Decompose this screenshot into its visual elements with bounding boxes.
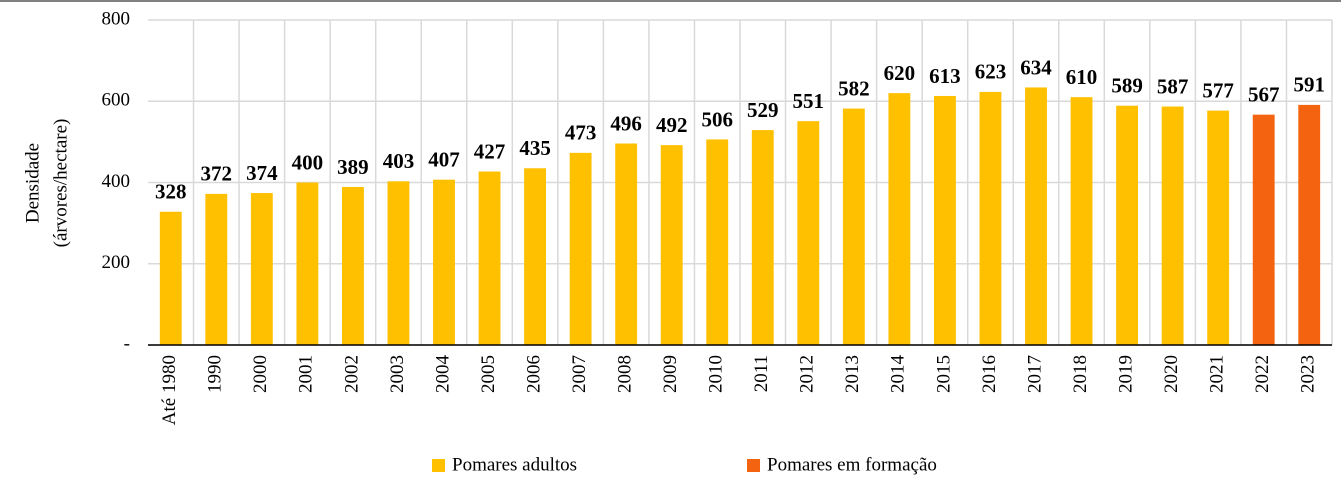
x-tick-label: 2008 <box>615 355 636 393</box>
x-tick-label: 2012 <box>797 355 818 393</box>
data-label: 435 <box>519 136 551 160</box>
data-label: 492 <box>656 113 688 137</box>
bar <box>1116 105 1139 345</box>
bar <box>979 91 1002 345</box>
x-tick-label: 2007 <box>569 355 590 393</box>
data-label: 613 <box>929 64 961 88</box>
data-label: 529 <box>747 98 779 122</box>
x-tick-label: 2011 <box>751 355 772 392</box>
bar <box>888 93 911 345</box>
bar <box>524 168 547 345</box>
bar <box>1070 97 1093 345</box>
bar <box>341 186 364 345</box>
x-tick-label: 2003 <box>387 355 408 393</box>
data-label: 427 <box>474 139 506 163</box>
y-tick-label: 200 <box>102 252 131 273</box>
data-label: 610 <box>1066 65 1098 89</box>
legend-label: Pomares adultos <box>452 454 577 475</box>
x-tick-label: 2014 <box>888 355 909 394</box>
x-tick-label: 2018 <box>1070 355 1091 393</box>
data-label: 587 <box>1157 74 1189 98</box>
x-tick-label: 2009 <box>660 355 681 393</box>
bar <box>615 143 638 345</box>
bar <box>751 130 774 345</box>
x-tick-label: 1990 <box>205 355 226 393</box>
bar <box>387 181 410 345</box>
y-tick-label: 400 <box>102 171 131 192</box>
data-label: 634 <box>1020 55 1052 79</box>
data-label: 374 <box>246 161 278 185</box>
y-axis-title-line: Densidade <box>22 143 43 223</box>
data-label: 551 <box>793 89 825 113</box>
x-tick-label: 2022 <box>1252 355 1273 393</box>
bar <box>1298 104 1321 345</box>
y-axis-title: Densidade (árvores/hectare) <box>22 119 71 248</box>
bar <box>842 108 865 345</box>
bar <box>1025 87 1047 345</box>
data-label: 400 <box>292 150 324 174</box>
data-label: 582 <box>838 76 870 100</box>
data-label: 506 <box>701 107 733 131</box>
bar <box>296 182 319 345</box>
y-axis-title-line: (árvores/hectare) <box>50 119 71 248</box>
bar <box>1161 106 1184 345</box>
x-tick-label: 2000 <box>250 355 271 393</box>
data-label: 567 <box>1248 82 1280 106</box>
data-label: 473 <box>565 121 597 145</box>
bar <box>159 211 182 345</box>
data-label: 496 <box>610 111 642 135</box>
data-label: 589 <box>1111 74 1143 98</box>
legend-swatch <box>432 459 445 472</box>
x-tick-label: 2013 <box>842 355 863 393</box>
data-label: 403 <box>383 149 415 173</box>
x-tick-label: 2023 <box>1298 355 1319 393</box>
bar <box>1252 114 1275 345</box>
data-label: 407 <box>428 147 460 171</box>
data-label: 620 <box>884 61 916 85</box>
bar <box>478 171 501 345</box>
x-tick-label: Até 1980 <box>159 355 180 425</box>
data-label: 623 <box>975 60 1007 84</box>
data-label: 328 <box>155 180 187 204</box>
bar <box>933 95 956 345</box>
x-tick-label: 2006 <box>523 355 544 393</box>
x-tick-label: 2017 <box>1024 355 1045 393</box>
y-tick-label: 600 <box>102 90 131 111</box>
bar <box>569 152 592 345</box>
bar <box>1207 110 1230 345</box>
x-tick-label: 2002 <box>341 355 362 393</box>
data-label: 591 <box>1293 73 1325 97</box>
bar <box>660 145 683 345</box>
x-tick-label: 2010 <box>706 355 727 393</box>
legend-label: Pomares em formação <box>767 454 937 475</box>
bar <box>250 193 273 345</box>
x-tick-label: 2004 <box>432 355 453 394</box>
x-tick-label: 2021 <box>1207 355 1228 393</box>
y-tick-label: 800 <box>102 8 131 29</box>
x-tick-label: 2019 <box>1115 355 1136 393</box>
x-tick-label: 2016 <box>979 355 1000 393</box>
bar <box>706 139 729 345</box>
bar <box>205 193 228 345</box>
x-tick-label: 2001 <box>296 355 317 393</box>
x-tick-label: 2020 <box>1161 355 1182 393</box>
data-label: 577 <box>1202 78 1234 102</box>
y-tick-label: - <box>124 333 130 354</box>
bar <box>797 121 820 345</box>
bar <box>433 179 455 345</box>
x-tick-label: 2005 <box>478 355 499 393</box>
legend-swatch <box>747 459 760 472</box>
data-label: 389 <box>337 155 369 179</box>
data-label: 372 <box>201 162 233 186</box>
x-tick-label: 2015 <box>933 355 954 393</box>
